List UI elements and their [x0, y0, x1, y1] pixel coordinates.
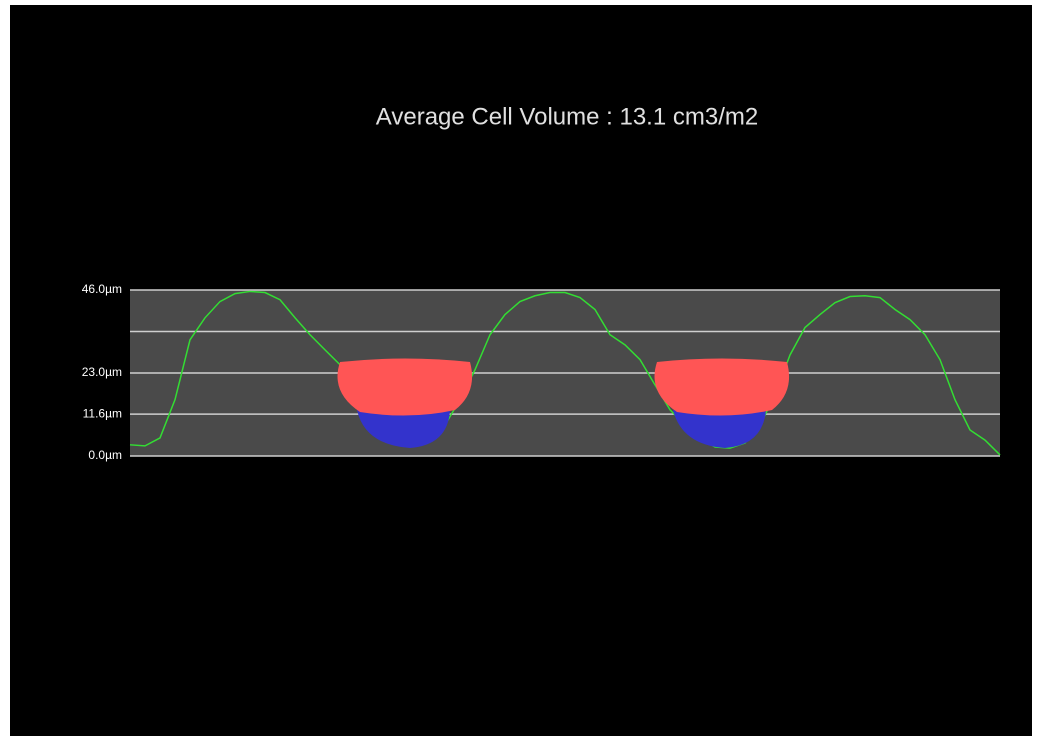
chart-title: Average Cell Volume : 13.1 cm3/m2 — [376, 103, 758, 130]
y-tick-label: 0.0µm — [88, 448, 122, 462]
y-tick-label: 46.0µm — [82, 282, 122, 296]
cell-top — [337, 358, 473, 416]
cell-2 — [654, 358, 790, 448]
y-tick-label: 23.0µm — [82, 365, 122, 379]
cell-top — [654, 358, 790, 416]
cell-1 — [337, 358, 473, 448]
y-tick-label: 11.6µm — [83, 406, 122, 420]
profile-line — [129, 290, 1001, 456]
plot: 0.0µm 11.6µm 23.0µm 46.0µm — [82, 282, 1001, 462]
cell-base — [673, 410, 766, 448]
cell-base — [357, 410, 450, 448]
